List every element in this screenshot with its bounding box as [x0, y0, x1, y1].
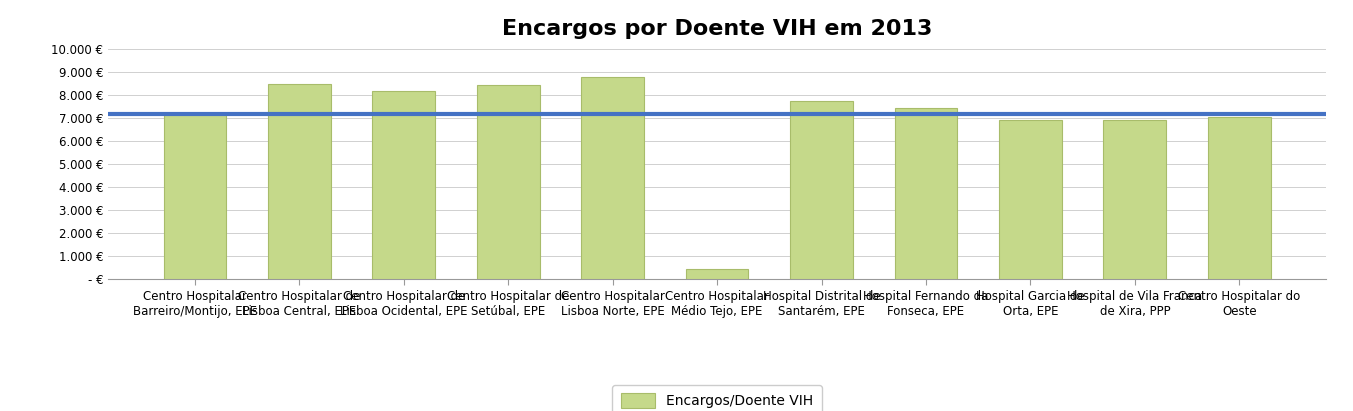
Title: Encargos por Doente VIH em 2013: Encargos por Doente VIH em 2013 — [502, 19, 932, 39]
Bar — [1208, 117, 1270, 279]
Bar — [686, 269, 748, 279]
Bar — [999, 120, 1062, 279]
Bar — [894, 108, 958, 279]
Bar — [790, 101, 852, 279]
Bar — [1104, 120, 1166, 279]
Bar — [582, 77, 644, 279]
Legend: Encargos/Doente VIH, Média ARSLVT: Encargos/Doente VIH, Média ARSLVT — [613, 385, 821, 411]
Bar — [268, 84, 330, 279]
Bar — [164, 113, 226, 279]
Bar — [372, 91, 436, 279]
Bar — [476, 85, 540, 279]
